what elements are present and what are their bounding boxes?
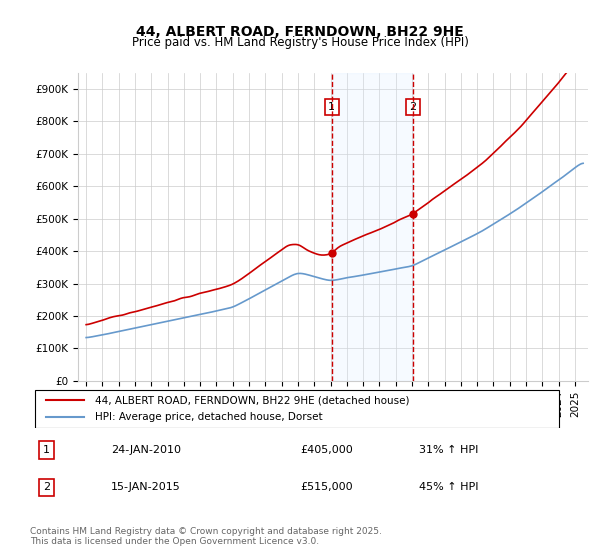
Text: 1: 1	[328, 102, 335, 112]
Text: 2: 2	[409, 102, 416, 112]
Text: 44, ALBERT ROAD, FERNDOWN, BH22 9HE (detached house): 44, ALBERT ROAD, FERNDOWN, BH22 9HE (det…	[95, 395, 409, 405]
Text: Price paid vs. HM Land Registry's House Price Index (HPI): Price paid vs. HM Land Registry's House …	[131, 36, 469, 49]
Text: HPI: Average price, detached house, Dorset: HPI: Average price, detached house, Dors…	[95, 412, 322, 422]
Text: 1: 1	[43, 445, 50, 455]
Text: 2: 2	[43, 483, 50, 492]
FancyBboxPatch shape	[35, 390, 559, 428]
Text: £515,000: £515,000	[300, 483, 353, 492]
Text: 44, ALBERT ROAD, FERNDOWN, BH22 9HE: 44, ALBERT ROAD, FERNDOWN, BH22 9HE	[136, 25, 464, 39]
Text: 15-JAN-2015: 15-JAN-2015	[111, 483, 181, 492]
Text: £405,000: £405,000	[300, 445, 353, 455]
Text: Contains HM Land Registry data © Crown copyright and database right 2025.
This d: Contains HM Land Registry data © Crown c…	[30, 526, 382, 546]
Text: 24-JAN-2010: 24-JAN-2010	[111, 445, 181, 455]
Text: 45% ↑ HPI: 45% ↑ HPI	[419, 483, 478, 492]
Bar	[332, 73, 413, 381]
Text: 31% ↑ HPI: 31% ↑ HPI	[419, 445, 478, 455]
